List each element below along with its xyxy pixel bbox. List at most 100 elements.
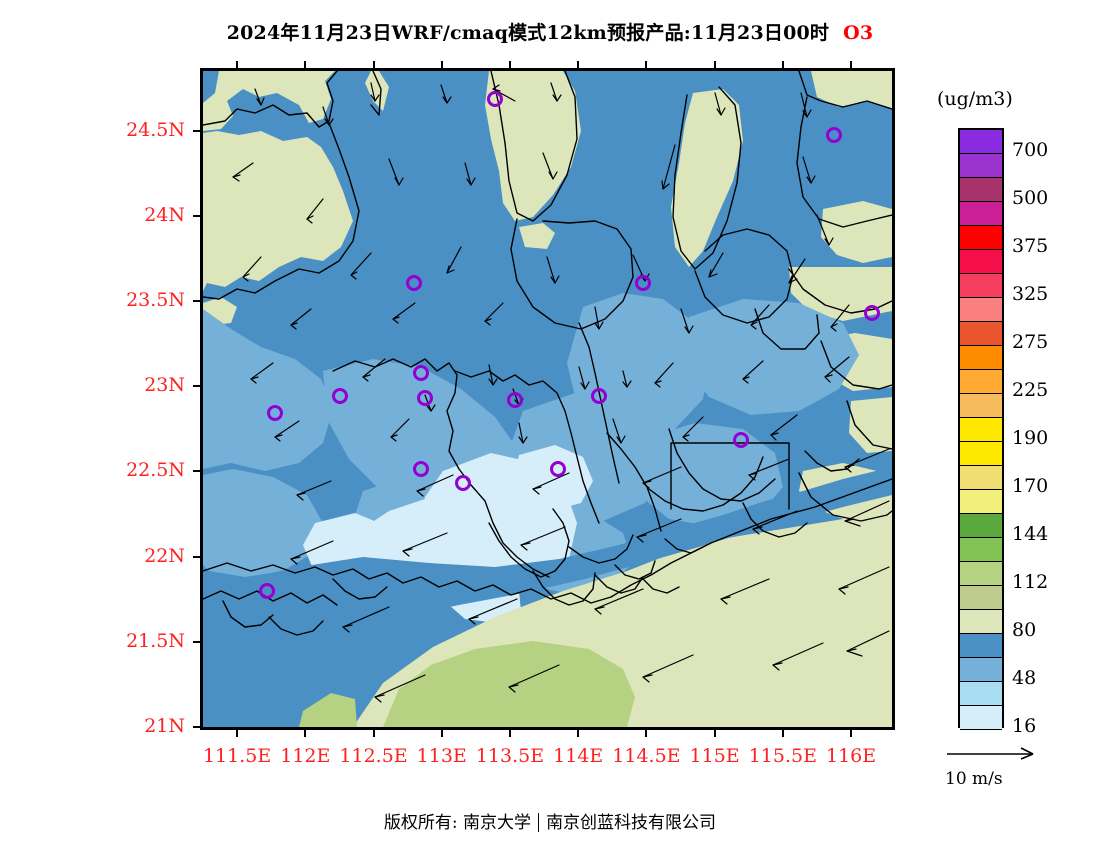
x-axis-tick	[440, 729, 443, 737]
colorbar-band-21	[960, 634, 1002, 658]
x-axis-label-112.5E: 112.5E	[339, 745, 408, 767]
colorbar-band-11	[960, 394, 1002, 418]
y-axis-tick	[193, 640, 201, 643]
x-axis-label-113.5E: 113.5E	[475, 745, 545, 767]
wind-scale-label: 10 m/s	[945, 769, 1003, 789]
x-axis-tick	[304, 729, 307, 737]
x-axis-tick	[372, 729, 375, 737]
y-axis-tick	[193, 385, 201, 388]
x-axis-tick	[645, 729, 648, 737]
colorbar-band-20	[960, 610, 1002, 634]
colorbar-tick-80: 80	[1012, 619, 1037, 641]
colorbar-band-15	[960, 490, 1002, 514]
colorbar-band-6	[960, 274, 1002, 298]
footer-copyright: 版权所有: 南京大学 南京创蓝科技有限公司	[0, 808, 1100, 833]
x-axis-tick-top	[713, 61, 716, 69]
y-axis-label-21.5N: 21.5N	[126, 629, 185, 652]
y-axis-tick	[193, 300, 201, 303]
station-markers	[259, 91, 880, 599]
map-canvas	[203, 71, 892, 727]
x-axis-tick	[577, 729, 580, 737]
chart-title: 2024年11月23日WRF/cmaq模式12km预报产品:11月23日00时 O…	[0, 18, 1100, 45]
x-axis-tick	[781, 729, 784, 737]
wind-scale-key: 10 m/s	[945, 745, 1055, 789]
x-axis-tick-top	[372, 61, 375, 69]
colorbar	[958, 128, 1004, 754]
x-axis-label-116E: 116E	[825, 745, 877, 767]
colorbar-tick-375: 375	[1012, 235, 1049, 257]
x-axis-tick-top	[850, 61, 853, 69]
x-axis-label-113E: 113E	[416, 745, 467, 767]
x-axis-tick-top	[645, 61, 648, 69]
x-axis-label-112E: 112E	[280, 745, 331, 767]
colorbar-band-5	[960, 250, 1002, 274]
colorbar-band-8	[960, 322, 1002, 346]
colorbar-tick-500: 500	[1012, 187, 1049, 209]
right-arrow-icon	[947, 747, 1034, 760]
colorbar-tick-190: 190	[1012, 427, 1049, 449]
x-axis-tick-top	[781, 61, 784, 69]
colorbar-band-1	[960, 154, 1002, 178]
y-axis-label-21N: 21N	[144, 715, 185, 737]
x-axis-tick	[713, 729, 716, 737]
colorbar-band-24	[960, 706, 1002, 730]
colorbar-tick-275: 275	[1012, 331, 1049, 353]
colorbar-band-23	[960, 682, 1002, 706]
footer-divider	[538, 813, 540, 832]
x-axis-tick	[850, 729, 853, 737]
colorbar-band-10	[960, 370, 1002, 394]
x-axis-label-114.5E: 114.5E	[612, 745, 681, 767]
colorbar-band-13	[960, 442, 1002, 466]
x-axis-tick-top	[236, 61, 239, 69]
colorbar-band-18	[960, 562, 1002, 586]
colorbar-band-9	[960, 346, 1002, 370]
y-axis-tick	[193, 555, 201, 558]
species-label: O3	[843, 22, 874, 44]
x-axis-tick-top	[304, 61, 307, 69]
colorbar-band-7	[960, 298, 1002, 322]
x-axis-label-114E: 114E	[553, 745, 604, 767]
colorbar-tick-170: 170	[1012, 475, 1049, 497]
colorbar-band-25	[960, 730, 1002, 754]
x-axis-tick-top	[577, 61, 580, 69]
colorbar-band-19	[960, 586, 1002, 610]
colorbar-tick-325: 325	[1012, 283, 1049, 305]
wind-vectors	[232, 82, 890, 703]
colorbar-tick-112: 112	[1012, 571, 1049, 593]
chart-title-text: 2024年11月23日WRF/cmaq模式12km预报产品:11月23日00时	[226, 22, 830, 44]
y-axis-tick	[193, 129, 201, 132]
y-axis-tick	[193, 214, 201, 217]
colorbar-band-2	[960, 178, 1002, 202]
x-axis-tick	[236, 729, 239, 737]
y-axis-tick	[193, 470, 201, 473]
x-axis-tick-top	[440, 61, 443, 69]
colorbar-tick-48: 48	[1012, 667, 1037, 689]
map-plot-area[interactable]	[200, 68, 895, 730]
y-axis-label-24.5N: 24.5N	[126, 118, 185, 141]
colorbar-band-3	[960, 202, 1002, 226]
x-axis-tick-top	[508, 61, 511, 69]
y-axis-tick	[193, 726, 201, 728]
colorbar-band-14	[960, 466, 1002, 490]
colorbar-unit-label: (ug/m3)	[937, 88, 1013, 110]
colorbar-band-12	[960, 418, 1002, 442]
x-axis-label-115E: 115E	[689, 745, 740, 767]
colorbar-tick-700: 700	[1012, 139, 1049, 161]
y-axis-label-22.5N: 22.5N	[126, 459, 185, 482]
colorbar-band-22	[960, 658, 1002, 682]
footer-right-text: 南京创蓝科技有限公司	[546, 813, 717, 833]
footer-left-text: 版权所有: 南京大学	[383, 813, 532, 833]
colorbar-tick-225: 225	[1012, 379, 1049, 401]
colorbar-band-0	[960, 130, 1002, 154]
colorbar-band-16	[960, 514, 1002, 538]
y-axis-label-24N: 24N	[144, 203, 185, 226]
colorbar-tick-144: 144	[1012, 523, 1049, 545]
colorbar-band-17	[960, 538, 1002, 562]
x-axis-label-111.5E: 111.5E	[202, 745, 272, 767]
x-axis-label-115.5E: 115.5E	[748, 745, 817, 767]
y-axis-label-22N: 22N	[144, 544, 185, 567]
colorbar-band-4	[960, 226, 1002, 250]
y-axis-label-23.5N: 23.5N	[126, 289, 185, 312]
y-axis-label-23N: 23N	[144, 374, 185, 397]
colorbar-tick-16: 16	[1012, 715, 1037, 737]
